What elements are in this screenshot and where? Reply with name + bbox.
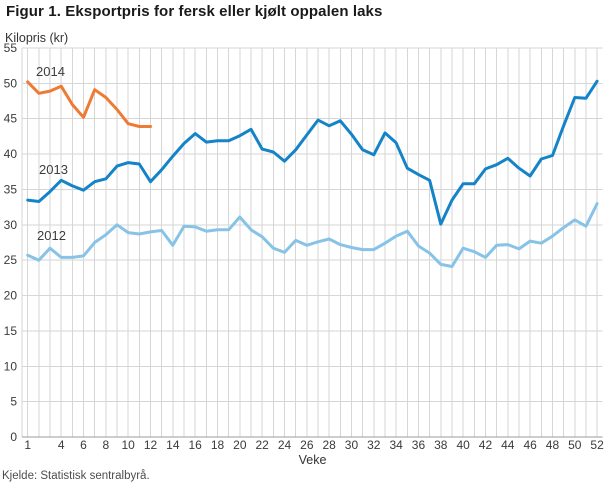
x-tick-label: 32 [367, 438, 381, 452]
x-tick-label: 16 [188, 438, 202, 452]
y-tick-label: 35 [4, 182, 18, 196]
series-label-2012: 2012 [37, 228, 66, 243]
x-tick-label: 18 [211, 438, 225, 452]
x-tick-label: 20 [233, 438, 247, 452]
source-note: Kjelde: Statistisk sentralbyrå. [2, 470, 150, 482]
x-tick-label: 40 [456, 438, 470, 452]
x-tick-label: 22 [255, 438, 269, 452]
x-tick-label: 1 [24, 438, 31, 452]
series-label-2013: 2013 [39, 162, 68, 177]
y-axis-title: Kilopris (kr) [5, 31, 69, 45]
x-tick-label: 42 [479, 438, 493, 452]
x-tick-label: 38 [434, 438, 448, 452]
x-tick-label: 12 [144, 438, 158, 452]
x-tick-label: 6 [80, 438, 87, 452]
x-tick-label: 48 [546, 438, 560, 452]
x-tick-label: 10 [122, 438, 136, 452]
x-tick-label: 28 [322, 438, 336, 452]
x-tick-label: 44 [501, 438, 515, 452]
x-tick-label: 52 [590, 438, 604, 452]
series-label-2014: 2014 [36, 64, 65, 79]
y-tick-label: 25 [4, 253, 18, 267]
y-tick-label: 40 [4, 147, 18, 161]
x-tick-label: 26 [300, 438, 314, 452]
y-tick-label: 50 [4, 76, 18, 90]
y-tick-label: 45 [4, 112, 18, 126]
x-tick-label: 46 [523, 438, 537, 452]
y-tick-label: 20 [4, 289, 18, 303]
x-tick-label: 8 [103, 438, 110, 452]
series-line-2013 [26, 79, 599, 226]
x-axis-title: Veke [298, 453, 327, 467]
x-tick-label: 14 [166, 438, 180, 452]
y-tick-label: 30 [4, 218, 18, 232]
y-tick-label: 15 [4, 324, 18, 338]
x-tick-label: 4 [58, 438, 65, 452]
x-tick-label: 30 [345, 438, 359, 452]
series-line-2014 [26, 80, 152, 128]
x-tick-label: 34 [389, 438, 403, 452]
x-tick-label: 50 [568, 438, 582, 452]
y-tick-label: 0 [10, 430, 17, 444]
series-line-2012 [26, 202, 599, 268]
y-tick-label: 55 [4, 41, 18, 55]
x-tick-label: 36 [412, 438, 426, 452]
y-tick-label: 10 [4, 359, 18, 373]
chart-title: Figur 1. Eksportpris for fersk eller kjø… [6, 3, 383, 20]
x-tick-label: 24 [278, 438, 292, 452]
y-tick-label: 5 [10, 395, 17, 409]
